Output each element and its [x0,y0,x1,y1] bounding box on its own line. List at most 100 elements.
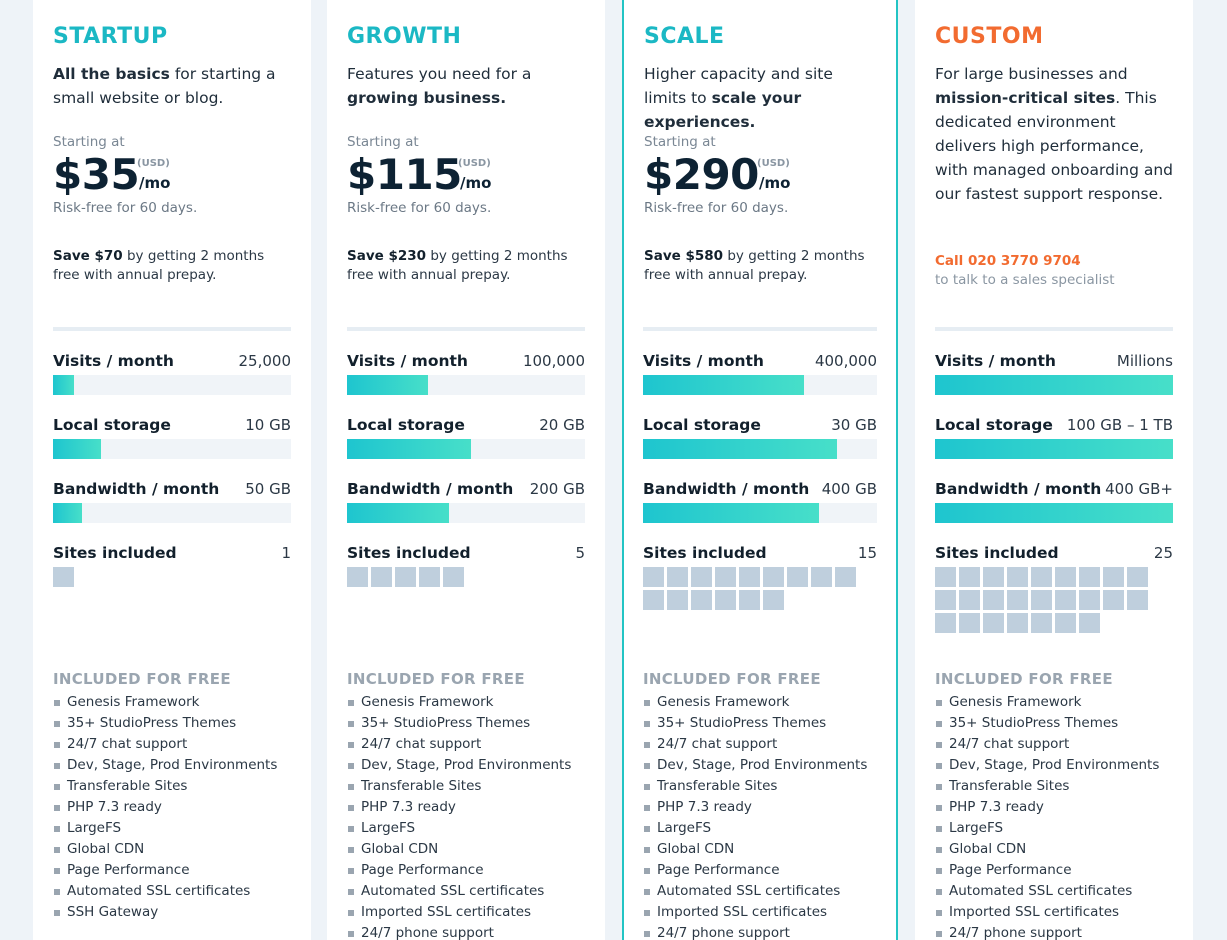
savings-amount: Save $580 [644,248,724,264]
feature-item: Dev, Stage, Prod Environments [935,755,1159,776]
plan-description-text: Features you need for a [347,65,532,83]
site-box [739,590,760,610]
feature-label: 24/7 chat support [361,736,482,752]
feature-item: Automated SSL certificates [643,881,867,902]
feature-label: SSH Gateway [67,904,159,920]
square-bullet-icon [936,763,942,769]
metric-bar-track [347,375,585,395]
starting-at-label: Starting at [53,134,125,150]
site-box [1079,567,1100,587]
metric-value: 30 GB [831,416,877,434]
feature-label: LargeFS [949,820,1004,836]
site-box [763,590,784,610]
feature-label: 24/7 phone support [361,925,494,940]
included-for-free-heading: INCLUDED FOR FREE [935,670,1113,688]
plan-description-text: for starting a small website or blog. [53,65,276,107]
feature-item: Dev, Stage, Prod Environments [347,755,571,776]
site-box [1031,567,1052,587]
square-bullet-icon [936,805,942,811]
feature-list: Genesis Framework 35+ StudioPress Themes 2… [347,692,571,940]
feature-item: LargeFS [643,818,867,839]
sites-included-value: 15 [857,544,877,562]
feature-item: Page Performance [347,860,571,881]
divider [643,327,877,331]
plan-description: All the basics for starting a small webs… [53,62,291,110]
square-bullet-icon [54,763,60,769]
per-month-label: /mo [460,174,492,192]
site-box [443,567,464,587]
savings-text: by getting 2 months free with annual pre… [644,248,865,283]
site-box [1055,590,1076,610]
metric-bar-fill [347,439,471,459]
feature-item: 35+ StudioPress Themes [347,713,571,734]
savings-text: by getting 2 months free with annual pre… [53,248,265,283]
feature-item: SSH Gateway [53,902,277,923]
square-bullet-icon [936,700,942,706]
square-bullet-icon [54,784,60,790]
plan-card-scale: SCALE Higher capacity and site limits to… [622,0,898,940]
metric-label: Local storage [53,416,171,434]
metric-label: Visits / month [53,352,174,370]
site-box [811,567,832,587]
square-bullet-icon [936,889,942,895]
metric-bar-fill [53,503,82,523]
feature-label: Dev, Stage, Prod Environments [67,757,278,773]
site-box [1055,567,1076,587]
feature-item: Page Performance [935,860,1159,881]
metric-bar-fill [53,375,75,395]
square-bullet-icon [936,784,942,790]
site-box [835,567,856,587]
square-bullet-icon [348,931,354,937]
sites-grid [347,567,567,587]
metric-value: 200 GB [529,480,585,498]
site-box [643,590,664,610]
plan-description: Features you need for a growing business… [347,62,585,110]
metric-value: 400 GB [821,480,877,498]
site-box [347,567,368,587]
feature-label: 24/7 phone support [657,925,790,940]
sales-specialist-note: to talk to a sales specialist [935,272,1115,288]
feature-item: Global CDN [935,839,1159,860]
feature-item: LargeFS [935,818,1159,839]
square-bullet-icon [644,847,650,853]
square-bullet-icon [54,889,60,895]
plan-description-bold: All the basics [53,65,170,83]
feature-item: Transferable Sites [935,776,1159,797]
square-bullet-icon [936,847,942,853]
price: $115 [347,150,462,199]
site-box [1103,590,1124,610]
plan-name: CUSTOM [935,24,1044,49]
square-bullet-icon [54,742,60,748]
square-bullet-icon [54,721,60,727]
feature-item: LargeFS [347,818,571,839]
square-bullet-icon [348,805,354,811]
site-box [715,567,736,587]
per-month-label: /mo [759,174,791,192]
metric-bar-fill [643,439,838,459]
square-bullet-icon [644,931,650,937]
square-bullet-icon [348,700,354,706]
metric-bar-fill [935,375,1173,395]
site-box [959,590,980,610]
feature-item: 24/7 chat support [935,734,1159,755]
feature-item: 24/7 phone support [935,923,1159,940]
feature-item: 24/7 chat support [643,734,867,755]
square-bullet-icon [644,826,650,832]
feature-item: Page Performance [643,860,867,881]
annual-savings-note: Save $580 by getting 2 months free with … [644,247,876,285]
site-box [763,567,784,587]
metric-label: Bandwidth / month [347,480,514,498]
feature-label: PHP 7.3 ready [361,799,456,815]
feature-label: Global CDN [657,841,735,857]
savings-text: by getting 2 months free with annual pre… [347,248,568,283]
metric-bar-track [643,503,877,523]
sales-phone-link[interactable]: Call 020 3770 9704 [935,253,1081,269]
feature-label: Transferable Sites [657,778,778,794]
feature-label: Transferable Sites [949,778,1070,794]
site-box [667,567,688,587]
feature-item: Automated SSL certificates [935,881,1159,902]
metric-label: Local storage [643,416,761,434]
metric-label: Visits / month [643,352,764,370]
feature-item: 24/7 phone support [347,923,571,940]
